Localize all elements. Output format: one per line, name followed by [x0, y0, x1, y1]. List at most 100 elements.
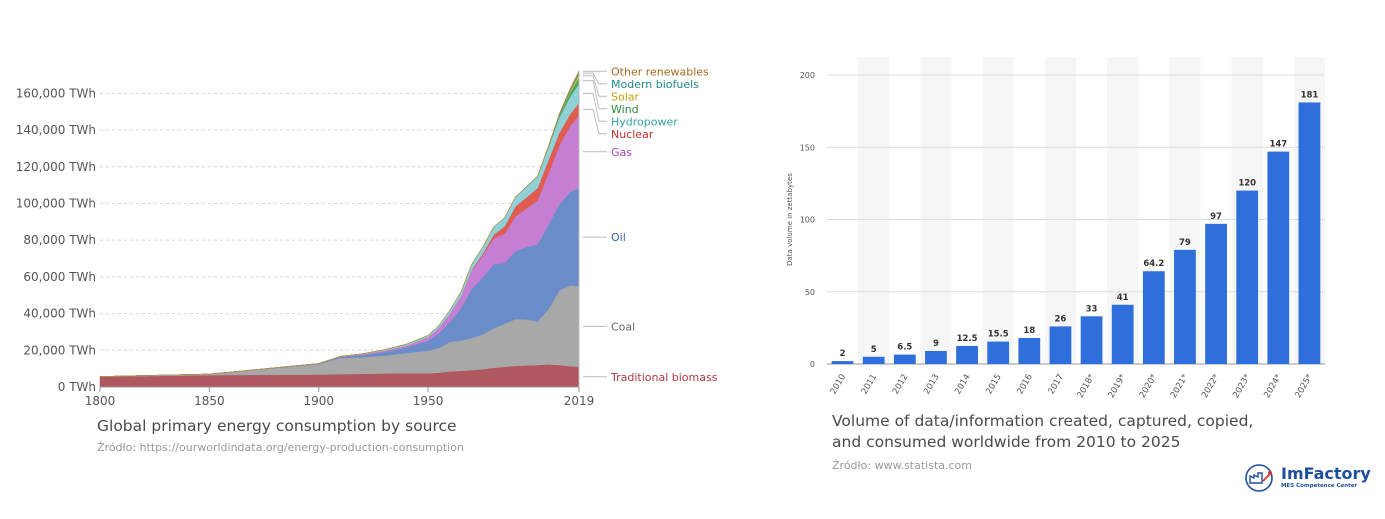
- factory-icon: [1245, 464, 1273, 492]
- legend-leader: [583, 108, 607, 135]
- column-stripe: [982, 57, 1014, 364]
- logo-tagline: MES Competence Center: [1281, 483, 1358, 489]
- bar-2011: [862, 356, 885, 364]
- legend-leader: [583, 80, 607, 110]
- left-ytick-label: 0 TWh: [58, 380, 96, 394]
- imfactory-logo: ImFactory MES Competence Center: [1244, 463, 1371, 495]
- bar-value-label: 9: [933, 339, 939, 349]
- right-xtick-label: 2010: [829, 373, 848, 397]
- right-xtick-label: 2016: [1015, 373, 1034, 397]
- bar-2019: [1111, 304, 1134, 364]
- legend-modern-biofuels: Modern biofuels: [611, 78, 699, 91]
- legend-leader: [583, 92, 607, 122]
- right-xtick-label: 2024*: [1262, 373, 1284, 400]
- legend-leader: [583, 75, 607, 97]
- right-title-line1: Volume of data/information created, capt…: [832, 412, 1254, 430]
- legend-wind: Wind: [611, 103, 639, 116]
- left-ytick-label: 100,000 TWh: [16, 196, 96, 210]
- bar-2017: [1049, 326, 1072, 364]
- left-xtick-label: 2019: [564, 394, 595, 408]
- left-grid: 0 TWh 20,000 TWh 40,000 TWh 60,000 TWh 80,00…: [16, 86, 579, 394]
- left-areas: [99, 70, 580, 388]
- left-chart-source: Źródło: https://ourworldindata.org/energ…: [97, 441, 464, 454]
- left-ytick-label: 80,000 TWh: [23, 233, 96, 247]
- bar-value-label: 147: [1269, 140, 1287, 150]
- bar-value-label: 2: [840, 349, 846, 359]
- right-xtick-label: 2015: [984, 373, 1003, 397]
- right-ytick-label: 50: [805, 288, 815, 297]
- bar-2018: [1080, 316, 1103, 364]
- bar-value-label: 26: [1055, 314, 1067, 324]
- left-xtick-label: 1850: [194, 394, 225, 408]
- column-stripe: [858, 57, 890, 364]
- right-ytick-label: 150: [800, 143, 815, 152]
- left-ytick-label: 160,000 TWh: [16, 86, 96, 100]
- bar-2020: [1142, 271, 1165, 364]
- column-stripe: [920, 57, 952, 364]
- legend-gas: Gas: [611, 146, 632, 159]
- right-xtick-label: 2012: [891, 373, 910, 397]
- left-ytick-label: 120,000 TWh: [16, 160, 96, 174]
- bar-value-label: 5: [871, 345, 877, 355]
- left-ytick-label: 60,000 TWh: [23, 270, 96, 284]
- bar-value-label: 41: [1117, 293, 1129, 303]
- bar-2021: [1174, 249, 1196, 364]
- bar-value-label: 6.5: [897, 343, 912, 353]
- bar-2014: [956, 345, 978, 364]
- column-stripe: [1044, 57, 1076, 364]
- right-axis: 2010 2011 2012 2013 2014 2015 2016 2017 2018* 201…: [829, 373, 1315, 400]
- bar-value-label: 120: [1238, 179, 1256, 189]
- bar-2016: [1018, 337, 1041, 364]
- data-volume-bar-chart: 0 50 100 150 200 Data volume in zettabytes 2 5…: [786, 57, 1325, 400]
- right-xtick-label: 2013: [922, 373, 941, 397]
- legend-coal: Coal: [611, 320, 635, 333]
- right-xtick-label: 2023*: [1231, 373, 1253, 400]
- right-xtick-label: 2014: [953, 373, 972, 397]
- logo-brand: ImFactory: [1281, 464, 1371, 483]
- bar-value-label: 181: [1301, 90, 1319, 100]
- bar-value-label: 18: [1023, 326, 1035, 336]
- bar-2024: [1267, 151, 1290, 364]
- left-ytick-label: 140,000 TWh: [16, 123, 96, 137]
- left-chart-title: Global primary energy consumption by sou…: [97, 417, 457, 435]
- left-ytick-label: 20,000 TWh: [23, 343, 96, 357]
- legend-solar: Solar: [611, 90, 640, 103]
- right-bars: 2 5 6.5 9 12.5 15.5 18 26 33 41 64.2 79 97 120 147 181: [831, 90, 1321, 364]
- bar-value-label: 12.5: [957, 334, 978, 344]
- right-xtick-label: 2019*: [1107, 373, 1129, 400]
- right-ytick-label: 100: [800, 216, 815, 225]
- legend-other-renewables: Other renewables: [611, 65, 709, 78]
- bar-2012: [893, 354, 916, 364]
- left-xtick-label: 1950: [413, 394, 444, 408]
- right-xtick-label: 2017: [1047, 373, 1066, 397]
- legend-oil: Oil: [611, 231, 626, 244]
- bar-2010: [831, 361, 854, 364]
- left-xtick-label: 1800: [85, 394, 116, 408]
- left-xtick-label: 1900: [303, 394, 334, 408]
- right-xtick-label: 2011: [860, 373, 879, 397]
- right-xtick-label: 2022*: [1200, 373, 1222, 400]
- bar-value-label: 79: [1179, 238, 1191, 248]
- bar-value-label: 64.2: [1143, 259, 1164, 269]
- right-chart-source: Źródło: www.statista.com: [832, 459, 972, 472]
- bar-value-label: 97: [1210, 212, 1222, 222]
- bar-value-label: 15.5: [988, 330, 1009, 340]
- legend-traditional-biomass: Traditional biomass: [610, 371, 718, 384]
- bar-value-label: 33: [1086, 304, 1098, 314]
- energy-area-chart: 0 TWh 20,000 TWh 40,000 TWh 60,000 TWh 80,00…: [16, 65, 718, 408]
- right-ylabel: Data volume in zettabytes: [786, 173, 794, 266]
- bar-2025: [1298, 102, 1321, 364]
- right-xtick-label: 2021*: [1169, 373, 1191, 400]
- right-title-line2: and consumed worldwide from 2010 to 2025: [832, 433, 1181, 451]
- bar-2022: [1205, 223, 1227, 364]
- right-ytick-label: 200: [800, 71, 815, 80]
- legend-nuclear: Nuclear: [611, 128, 654, 141]
- right-xtick-label: 2018*: [1076, 373, 1098, 400]
- right-chart-title: Volume of data/information created, capt…: [832, 411, 1272, 453]
- left-axis: 1800 1850 1900 1950 2019: [85, 70, 595, 408]
- bar-2015: [987, 341, 1010, 364]
- right-xtick-label: 2020*: [1138, 373, 1160, 400]
- legend-leader: [583, 72, 607, 85]
- bar-2013: [925, 350, 947, 364]
